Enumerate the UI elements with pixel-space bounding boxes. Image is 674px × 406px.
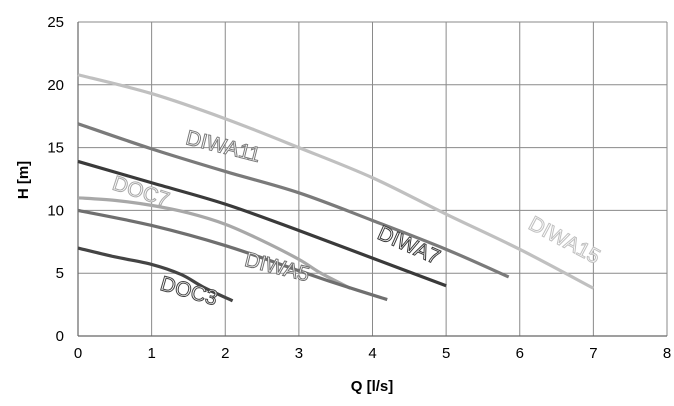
series-line-doc7 bbox=[77, 196, 352, 290]
y-tick-label: 0 bbox=[56, 328, 64, 345]
y-tick-label: 25 bbox=[47, 14, 64, 31]
series-label-diwa5: DIWA5 bbox=[242, 248, 311, 286]
series-label-diwa15: DIWA15 bbox=[525, 212, 604, 269]
x-tick-label: 6 bbox=[516, 345, 524, 362]
x-tick-label: 0 bbox=[74, 345, 82, 362]
x-tick-label: 8 bbox=[663, 345, 671, 362]
series-line-diwa15 bbox=[77, 73, 595, 290]
x-tick-label: 7 bbox=[589, 345, 597, 362]
x-tick-label: 3 bbox=[295, 345, 303, 362]
series-line-diwa5 bbox=[77, 208, 388, 302]
y-tick-label: 20 bbox=[47, 77, 64, 94]
series-line-doc3 bbox=[77, 246, 234, 303]
x-tick-label: 2 bbox=[221, 345, 229, 362]
x-tick-label: 5 bbox=[442, 345, 450, 362]
series-label-doc7: DOC7 bbox=[110, 172, 173, 212]
y-tick-label: 5 bbox=[56, 265, 64, 282]
x-tick-label: 4 bbox=[368, 345, 376, 362]
y-tick-label: 10 bbox=[47, 202, 64, 219]
y-tick-label: 15 bbox=[47, 140, 64, 157]
y-axis-title: H [m] bbox=[15, 161, 32, 199]
tick-labels: 0 1 2 3 4 5 6 7 8 0 5 10 15 20 25 bbox=[47, 14, 671, 362]
series-lines bbox=[77, 73, 595, 303]
series-line-diwa7 bbox=[77, 159, 447, 288]
x-axis-title: Q [l/s] bbox=[351, 378, 394, 395]
series-line-diwa11 bbox=[77, 122, 510, 279]
x-tick-label: 1 bbox=[147, 345, 155, 362]
